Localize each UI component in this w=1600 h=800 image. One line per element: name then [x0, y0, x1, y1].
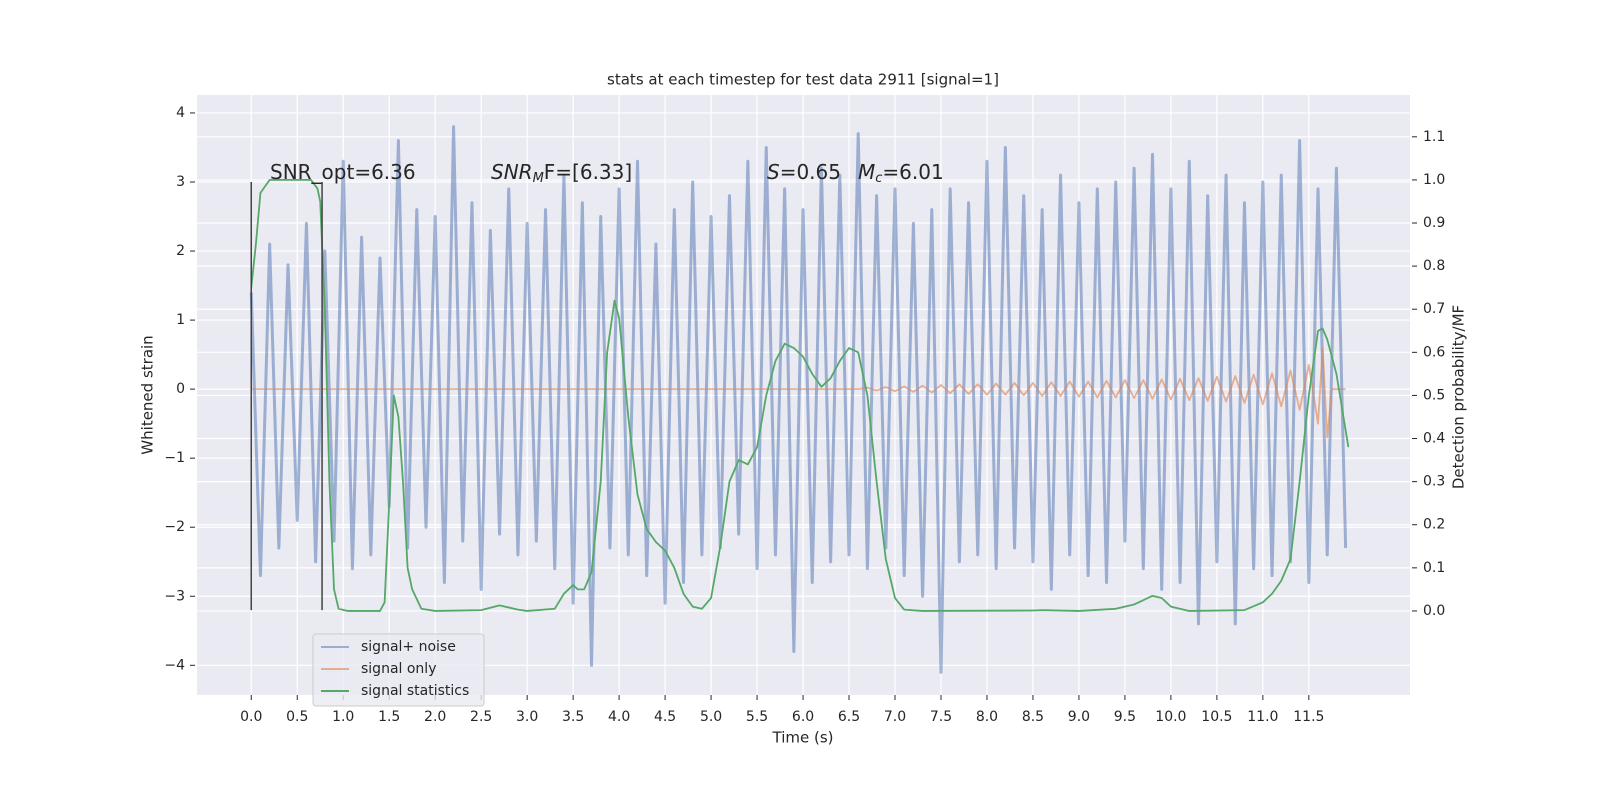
y2-tick-label: 0.5	[1423, 387, 1445, 403]
y-tick-label: −1	[164, 450, 185, 466]
annotation-part: S	[767, 160, 780, 184]
x-tick-label: 1.0	[332, 709, 354, 725]
y2-tick-label: 0.6	[1423, 344, 1445, 360]
x-tick-label: 4.5	[654, 709, 676, 725]
x-tick-label: 4.0	[608, 709, 630, 725]
annotation: SNR_opt=6.36	[270, 160, 416, 184]
annotation-part: F=[6.33]	[544, 160, 632, 184]
y2-tick-label: 0.9	[1423, 215, 1445, 231]
x-tick-label: 6.5	[838, 709, 860, 725]
annotation-part: SNR	[491, 160, 533, 184]
x-tick-label: 7.0	[884, 709, 906, 725]
x-tick-label: 9.0	[1068, 709, 1090, 725]
annotation-part: M	[533, 171, 544, 186]
y-tick-label: −4	[164, 657, 185, 673]
annotation: S=0.65	[767, 160, 841, 184]
chart-title: stats at each timestep for test data 291…	[607, 71, 999, 89]
annotation-part: SNR_opt=6.36	[270, 160, 416, 184]
y-tick-label: 1	[176, 312, 185, 328]
legend: signal+ noise signal only signal statistic…	[312, 633, 485, 707]
y-tick-label: 3	[176, 174, 185, 190]
x-tick-label: 3.5	[562, 709, 584, 725]
x-tick-label: 5.0	[700, 709, 722, 725]
x-tick-label: 8.0	[976, 709, 998, 725]
annotation-part: =0.65	[780, 160, 841, 184]
y2-tick-label: 1.0	[1423, 172, 1445, 188]
legend-label: signal only	[361, 661, 436, 677]
y2-axis-label: Detection probability/MF	[1450, 305, 1468, 489]
x-tick-label: 3.0	[516, 709, 538, 725]
x-tick-label: 5.5	[746, 709, 768, 725]
y2-tick-label: 0.2	[1423, 517, 1445, 533]
x-tick-label: 11.0	[1247, 709, 1278, 725]
x-tick-label: 10.5	[1201, 709, 1232, 725]
annotation-part: M	[858, 160, 875, 184]
series-line	[250, 179, 1350, 612]
x-tick-label: 6.0	[792, 709, 814, 725]
y2-tick-label: 0.3	[1423, 474, 1445, 490]
x-tick-label: 2.5	[470, 709, 492, 725]
series-line	[251, 346, 1346, 439]
y-tick-label: 2	[176, 243, 185, 259]
x-tick-label: 0.5	[286, 709, 308, 725]
y-tick-label: 0	[176, 381, 185, 397]
x-tick-label: 11.5	[1293, 709, 1324, 725]
legend-box	[312, 633, 485, 707]
y-tick-label: 4	[176, 105, 185, 121]
annotation-part: =6.01	[882, 160, 943, 184]
y2-tick-label: 0.7	[1423, 301, 1445, 317]
x-tick-label: 2.0	[424, 709, 446, 725]
y2-tick-label: 0.1	[1423, 560, 1445, 576]
y-axis-label: Whitened strain	[139, 335, 157, 454]
x-tick-label: 0.0	[240, 709, 262, 725]
y-tick-label: −2	[164, 519, 185, 535]
x-tick-label: 8.5	[1022, 709, 1044, 725]
annotation: Mc=6.01	[858, 160, 944, 186]
annotation-part: c	[875, 171, 882, 186]
legend-label: signal statistics	[361, 683, 469, 699]
legend-label: signal+ noise	[361, 639, 456, 655]
x-axis-label: Time (s)	[772, 729, 834, 747]
x-tick-label: 7.5	[930, 709, 952, 725]
y2-tick-label: 1.1	[1423, 129, 1445, 145]
y-tick-label: −3	[164, 588, 185, 604]
x-tick-label: 1.5	[378, 709, 400, 725]
y2-tick-label: 0.0	[1423, 603, 1445, 619]
series-line	[249, 125, 1348, 674]
x-tick-label: 10.0	[1155, 709, 1186, 725]
y2-tick-label: 0.4	[1423, 431, 1445, 447]
y2-tick-label: 0.8	[1423, 258, 1445, 274]
x-tick-label: 9.5	[1114, 709, 1136, 725]
annotation: SNRMF=[6.33]	[491, 160, 632, 186]
